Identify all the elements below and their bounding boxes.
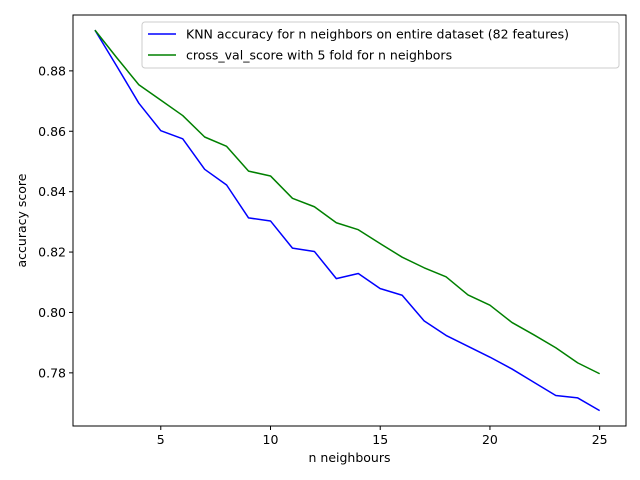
y-tick-label: 0.80	[38, 305, 66, 320]
y-tick-label: 0.82	[38, 245, 66, 260]
x-tick-label: 10	[263, 432, 279, 447]
x-tick-label: 25	[592, 432, 608, 447]
x-axis-label: n neighbours	[309, 450, 391, 465]
series-line-1	[94, 29, 601, 412]
x-tick-label: 5	[157, 432, 165, 447]
axes-frame	[72, 14, 627, 427]
x-axis: 5 10 15 20 25	[157, 426, 608, 447]
x-tick-label: 20	[482, 432, 498, 447]
x-tick-label: 15	[372, 432, 388, 447]
y-axis-label: accuracy score	[14, 173, 29, 267]
plot-area	[94, 29, 601, 412]
y-tick-label: 0.88	[38, 63, 66, 78]
y-tick-label: 0.86	[38, 124, 66, 139]
legend-box	[141, 21, 620, 69]
legend-label-2: cross_val_score with 5 fold for n neighb…	[186, 48, 452, 63]
y-axis: 0.78 0.80 0.82 0.84 0.86 0.88	[38, 63, 73, 380]
y-tick-label: 0.84	[38, 184, 66, 199]
legend-label-1: KNN accuracy for n neighbors on entire d…	[186, 27, 569, 42]
series-line-2	[94, 29, 601, 375]
legend: KNN accuracy for n neighbors on entire d…	[141, 21, 620, 69]
y-tick-label: 0.78	[38, 365, 66, 380]
